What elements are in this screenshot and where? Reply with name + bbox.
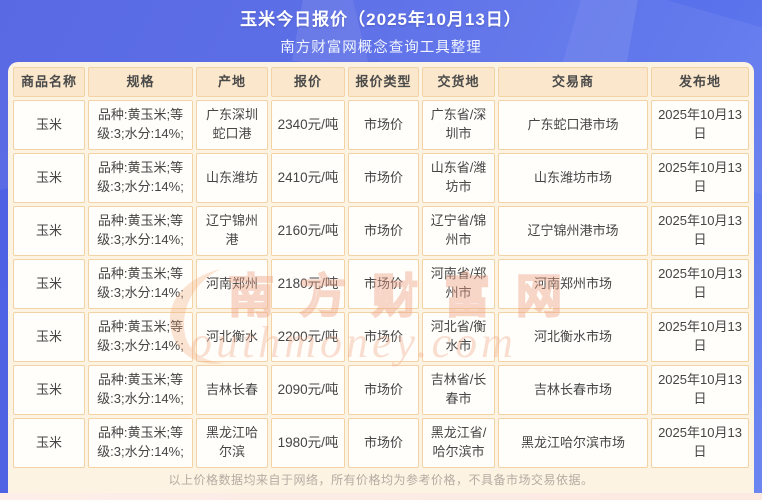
price-table: 商品名称 规格 产地 报价 报价类型 交货地 交易商 发布地 玉米 品种:黄玉米… bbox=[10, 64, 752, 471]
page-title: 玉米今日报价（2025年10月13日） bbox=[240, 10, 522, 29]
cell-product: 玉米 bbox=[13, 312, 85, 362]
cell-price: 2180元/吨 bbox=[271, 259, 345, 309]
cell-price: 2200元/吨 bbox=[271, 312, 345, 362]
cell-trader: 河南郑州市场 bbox=[498, 259, 648, 309]
cell-pub-date: 2025年10月13日 bbox=[651, 418, 749, 468]
cell-price-type: 市场价 bbox=[348, 418, 419, 468]
cell-pub-date: 2025年10月13日 bbox=[651, 100, 749, 150]
cell-price: 1980元/吨 bbox=[271, 418, 345, 468]
col-header-product: 商品名称 bbox=[13, 67, 85, 97]
table-row: 玉米 品种:黄玉米;等级:3;水分:14%; 河南郑州 2180元/吨 市场价 … bbox=[13, 259, 749, 309]
cell-spec: 品种:黄玉米;等级:3;水分:14%; bbox=[88, 418, 193, 468]
cell-product: 玉米 bbox=[13, 365, 85, 415]
cell-origin: 黑龙江哈尔滨 bbox=[196, 418, 268, 468]
cell-price-type: 市场价 bbox=[348, 100, 419, 150]
cell-price-type: 市场价 bbox=[348, 153, 419, 203]
table-row: 玉米 品种:黄玉米;等级:3;水分:14%; 山东潍坊 2410元/吨 市场价 … bbox=[13, 153, 749, 203]
cell-price: 2090元/吨 bbox=[271, 365, 345, 415]
cell-origin: 吉林长春 bbox=[196, 365, 268, 415]
cell-origin: 辽宁锦州港 bbox=[196, 206, 268, 256]
banner: 玉米今日报价（2025年10月13日） 南方财富网概念查询工具整理 bbox=[0, 0, 762, 62]
cell-origin: 山东潍坊 bbox=[196, 153, 268, 203]
table-row: 玉米 品种:黄玉米;等级:3;水分:14%; 广东深圳蛇口港 2340元/吨 市… bbox=[13, 100, 749, 150]
cell-spec: 品种:黄玉米;等级:3;水分:14%; bbox=[88, 206, 193, 256]
cell-price-type: 市场价 bbox=[348, 206, 419, 256]
cell-trader: 山东潍坊市场 bbox=[498, 153, 648, 203]
cell-product: 玉米 bbox=[13, 259, 85, 309]
cell-product: 玉米 bbox=[13, 418, 85, 468]
cell-pub-date: 2025年10月13日 bbox=[651, 153, 749, 203]
cell-price: 2160元/吨 bbox=[271, 206, 345, 256]
disclaimer-text: 以上价格数据均来自于网络，所有价格均为参考价格，不具备市场交易依据。 bbox=[168, 473, 594, 487]
cell-pub-date: 2025年10月13日 bbox=[651, 259, 749, 309]
cell-spec: 品种:黄玉米;等级:3;水分:14%; bbox=[88, 100, 193, 150]
cell-delivery: 广东省/深圳市 bbox=[422, 100, 495, 150]
cell-spec: 品种:黄玉米;等级:3;水分:14%; bbox=[88, 259, 193, 309]
cell-origin: 河南郑州 bbox=[196, 259, 268, 309]
cell-price: 2410元/吨 bbox=[271, 153, 345, 203]
col-header-origin: 产地 bbox=[196, 67, 268, 97]
cell-trader: 河北衡水市场 bbox=[498, 312, 648, 362]
col-header-spec: 规格 bbox=[88, 67, 193, 97]
cell-spec: 品种:黄玉米;等级:3;水分:14%; bbox=[88, 365, 193, 415]
table-header-row: 商品名称 规格 产地 报价 报价类型 交货地 交易商 发布地 bbox=[13, 67, 749, 97]
col-header-price: 报价 bbox=[271, 67, 345, 97]
cell-delivery: 辽宁省/锦州市 bbox=[422, 206, 495, 256]
cell-origin: 河北衡水 bbox=[196, 312, 268, 362]
col-header-pub-date: 发布地 bbox=[651, 67, 749, 97]
cell-delivery: 河北省/衡水市 bbox=[422, 312, 495, 362]
table-row: 玉米 品种:黄玉米;等级:3;水分:14%; 黑龙江哈尔滨 1980元/吨 市场… bbox=[13, 418, 749, 468]
cell-price-type: 市场价 bbox=[348, 365, 419, 415]
cell-pub-date: 2025年10月13日 bbox=[651, 365, 749, 415]
cell-price: 2340元/吨 bbox=[271, 100, 345, 150]
cell-pub-date: 2025年10月13日 bbox=[651, 206, 749, 256]
cell-origin: 广东深圳蛇口港 bbox=[196, 100, 268, 150]
bottom-edge-strip bbox=[0, 493, 762, 500]
cell-product: 玉米 bbox=[13, 153, 85, 203]
price-table-panel: 商品名称 规格 产地 报价 报价类型 交货地 交易商 发布地 玉米 品种:黄玉米… bbox=[8, 62, 754, 500]
cell-pub-date: 2025年10月13日 bbox=[651, 312, 749, 362]
col-header-delivery: 交货地 bbox=[422, 67, 495, 97]
cell-trader: 黑龙江哈尔滨市场 bbox=[498, 418, 648, 468]
cell-delivery: 黑龙江省/哈尔滨市 bbox=[422, 418, 495, 468]
cell-trader: 广东蛇口港市场 bbox=[498, 100, 648, 150]
col-header-price-type: 报价类型 bbox=[348, 67, 419, 97]
cell-delivery: 吉林省/长春市 bbox=[422, 365, 495, 415]
cell-price-type: 市场价 bbox=[348, 259, 419, 309]
cell-price-type: 市场价 bbox=[348, 312, 419, 362]
cell-trader: 吉林长春市场 bbox=[498, 365, 648, 415]
cell-spec: 品种:黄玉米;等级:3;水分:14%; bbox=[88, 312, 193, 362]
cell-spec: 品种:黄玉米;等级:3;水分:14%; bbox=[88, 153, 193, 203]
cell-product: 玉米 bbox=[13, 206, 85, 256]
cell-trader: 辽宁锦州港市场 bbox=[498, 206, 648, 256]
table-row: 玉米 品种:黄玉米;等级:3;水分:14%; 辽宁锦州港 2160元/吨 市场价… bbox=[13, 206, 749, 256]
page-subtitle: 南方财富网概念查询工具整理 bbox=[280, 40, 482, 56]
table-row: 玉米 品种:黄玉米;等级:3;水分:14%; 吉林长春 2090元/吨 市场价 … bbox=[13, 365, 749, 415]
cell-product: 玉米 bbox=[13, 100, 85, 150]
cell-delivery: 河南省/郑州市 bbox=[422, 259, 495, 309]
table-row: 玉米 品种:黄玉米;等级:3;水分:14%; 河北衡水 2200元/吨 市场价 … bbox=[13, 312, 749, 362]
cell-delivery: 山东省/潍坊市 bbox=[422, 153, 495, 203]
col-header-trader: 交易商 bbox=[498, 67, 648, 97]
